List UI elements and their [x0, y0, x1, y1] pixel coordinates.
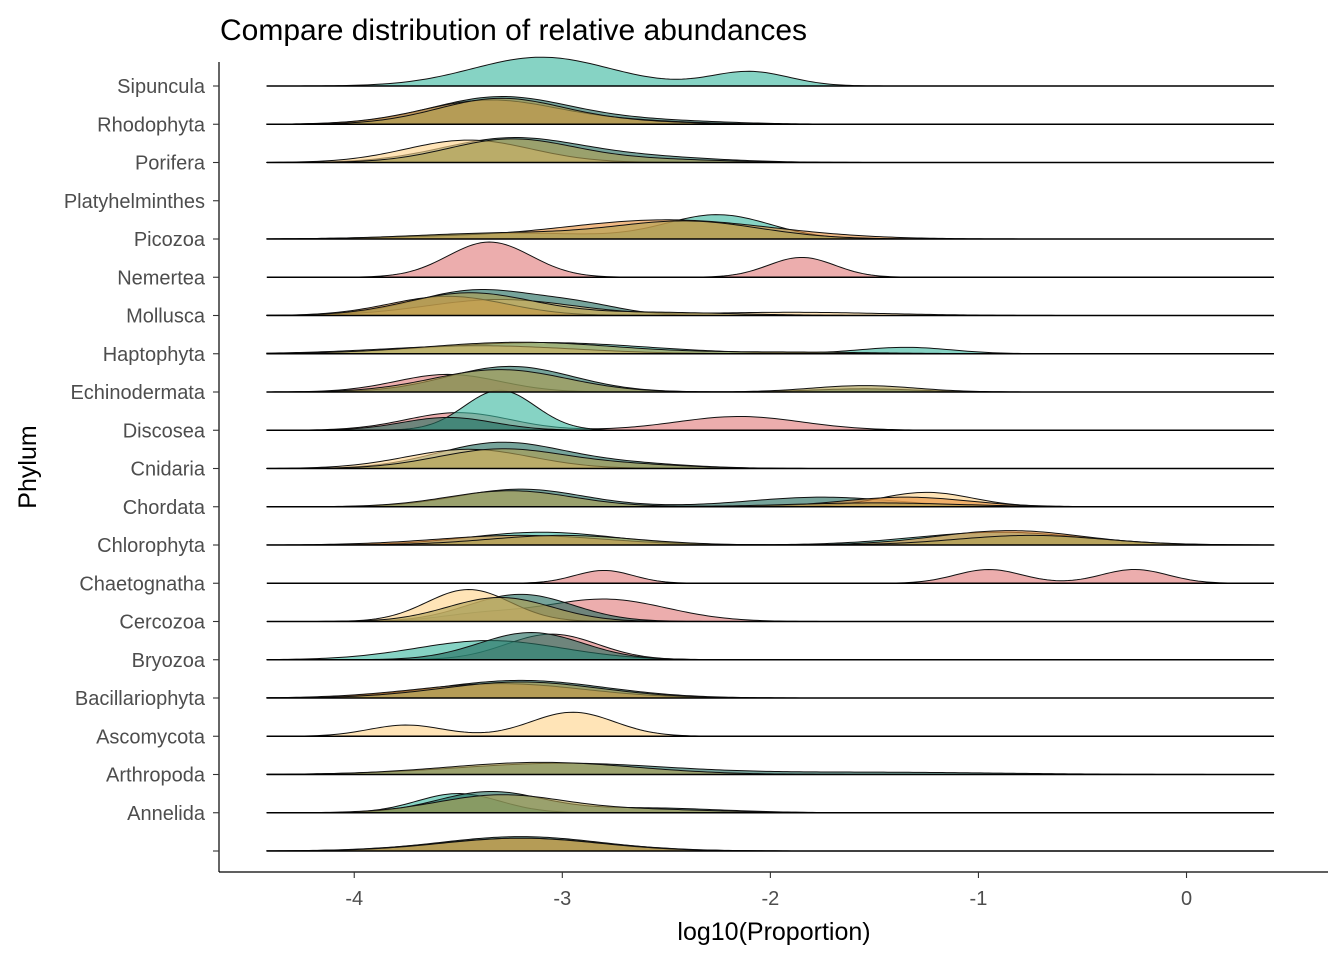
ridge-picozoa	[266, 214, 1274, 240]
y-tick-label: Ascomycota	[96, 726, 206, 748]
ridge-haptophyta	[266, 341, 1274, 355]
y-tick-label: Bryozoa	[132, 650, 206, 672]
chart-title: Compare distribution of relative abundan…	[220, 14, 807, 47]
ridge-annelida	[266, 790, 1274, 814]
ridge-arthropoda	[266, 761, 1275, 776]
ridge-chaetognatha	[266, 568, 1274, 584]
density-curve	[266, 56, 1274, 87]
ridge-ascomycota	[266, 711, 1274, 737]
y-ticks: Sipuncula Rhodophyta Porifera Platyhelminth…	[64, 76, 219, 852]
ridge-cercozoa	[266, 588, 1274, 623]
density-curve	[266, 241, 1274, 278]
ridges	[266, 56, 1275, 852]
x-axis-title: log10(Proportion)	[677, 918, 870, 946]
ridge-cnidaria	[266, 441, 1274, 470]
ridge-chlorophyta	[266, 530, 1275, 546]
ridge-sipuncula	[266, 56, 1274, 87]
x-tick-label: 0	[1181, 888, 1192, 910]
y-tick-label: Echinodermata	[70, 382, 205, 404]
ridge-porifera	[266, 137, 1274, 164]
y-tick-label: Discosea	[123, 420, 206, 442]
y-tick-label: Cnidaria	[131, 459, 206, 481]
x-tick-label: -4	[345, 888, 363, 910]
y-tick-label: Platyhelminthes	[64, 191, 205, 213]
density-curve	[266, 220, 1274, 240]
ridge-echinodermata	[266, 365, 1274, 393]
y-tick-label: Sipuncula	[117, 76, 206, 98]
x-tick-label: -2	[761, 888, 779, 910]
y-tick-label: Bacillariophyta	[75, 688, 206, 710]
ridge-nemertea	[266, 241, 1274, 278]
ridge-rhodophyta	[266, 96, 1274, 125]
ridge-bryozoa	[266, 632, 1274, 661]
y-tick-label: Chordata	[123, 497, 206, 519]
ridge-mollusca	[266, 289, 1274, 317]
y-tick-label: Chlorophyta	[97, 535, 206, 557]
y-tick-label: Rhodophyta	[97, 114, 206, 136]
density-curve	[266, 568, 1274, 584]
y-tick-label: Nemertea	[117, 267, 206, 289]
y-tick-label: Cercozoa	[119, 612, 205, 634]
y-tick-label: Chaetognatha	[79, 573, 206, 595]
x-tick-label: -3	[553, 888, 571, 910]
x-ticks: -4 -3 -2 -1 0	[345, 872, 1192, 910]
y-tick-label: Porifera	[135, 153, 206, 175]
y-axis-title: Phylum	[14, 425, 42, 508]
y-tick-label: Mollusca	[126, 306, 206, 328]
y-tick-label: Arthropoda	[106, 765, 206, 787]
y-tick-label: Haptophyta	[103, 344, 206, 366]
ridge-chordata	[266, 488, 1274, 508]
ridge-unlabeled	[266, 836, 1274, 852]
x-tick-label: -1	[970, 888, 988, 910]
ridge-bacillariophyta	[266, 679, 1274, 699]
density-curve	[266, 711, 1274, 737]
density-curve	[266, 341, 1274, 355]
ridge-discosea	[266, 389, 1274, 431]
y-tick-label: Picozoa	[134, 229, 206, 251]
y-tick-label: Annelida	[127, 803, 206, 825]
